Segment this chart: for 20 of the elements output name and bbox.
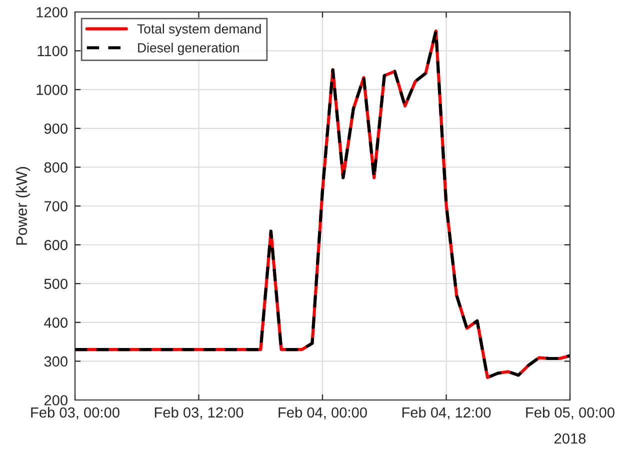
y-tick-label: 700: [44, 201, 68, 212]
x-tick-label: Feb 04, 00:00: [278, 406, 367, 420]
y-tick-label: 1100: [38, 46, 68, 56]
y-tick-label: 1000: [36, 84, 68, 96]
x-tick-label: Feb 03, 12:00: [154, 406, 244, 420]
legend-label: Total system demand: [137, 24, 261, 36]
y-tick-label: 600: [44, 240, 68, 250]
y-tick-label: 400: [44, 318, 68, 328]
x-tick-label: Feb 05, 00:00: [526, 406, 614, 420]
y-tick-label: 900: [44, 124, 68, 134]
y-tick-label: 800: [44, 162, 68, 173]
x-tick-label: Feb 04, 12:00: [402, 406, 491, 420]
x-tick-label: Feb 03, 00:00: [31, 406, 120, 420]
y-tick-label: 1200: [36, 7, 68, 18]
y-tick-label: 200: [44, 395, 68, 406]
y-axis-title: Power (kW): [16, 167, 30, 245]
y-tick-label: 300: [44, 356, 68, 367]
legend-label: Diesel generation: [138, 42, 239, 56]
y-tick-label: 500: [44, 278, 68, 290]
text: 2018: [554, 433, 586, 444]
